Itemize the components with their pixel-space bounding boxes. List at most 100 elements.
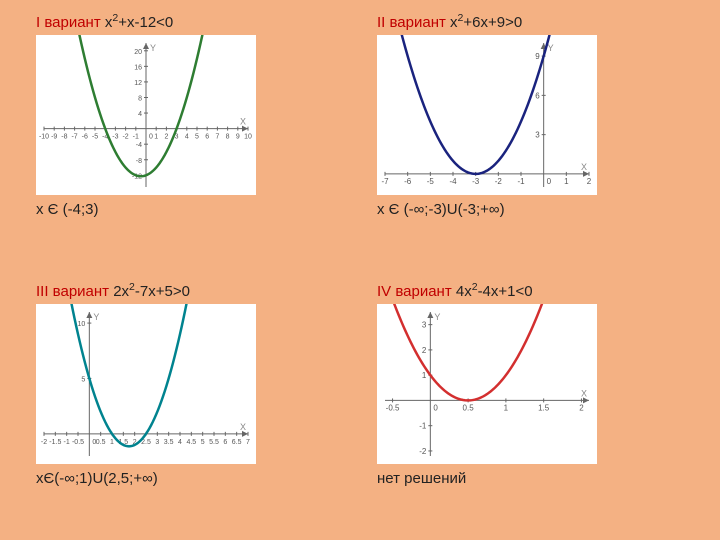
svg-text:3: 3 bbox=[422, 321, 427, 330]
svg-text:5: 5 bbox=[201, 439, 205, 446]
answer-1: x Є (-4;3) bbox=[36, 201, 343, 218]
svg-text:-8: -8 bbox=[136, 158, 142, 165]
svg-text:1: 1 bbox=[154, 134, 158, 141]
svg-text:-4: -4 bbox=[136, 142, 142, 149]
svg-text:16: 16 bbox=[134, 64, 142, 71]
chart-3: XY-2-1.5-1-0.50.511.522.533.544.555.566.… bbox=[36, 304, 256, 464]
cell-4: IV вариант 4x2-4x+1<0 X Y -0.5 0.5 1 1.5 2 -2 -1… bbox=[377, 281, 684, 528]
svg-text:4: 4 bbox=[185, 134, 189, 141]
svg-text:3: 3 bbox=[535, 131, 540, 140]
inequality: x2+6x+9>0 bbox=[450, 14, 522, 31]
svg-text:6: 6 bbox=[205, 134, 209, 141]
answer-2: x Є (-∞;-3)U(-3;+∞) bbox=[377, 201, 684, 218]
inequality: 2x2-7x+5>0 bbox=[113, 283, 190, 300]
svg-text:0: 0 bbox=[547, 177, 552, 186]
svg-text:4: 4 bbox=[138, 111, 142, 118]
svg-text:-5: -5 bbox=[427, 177, 435, 186]
svg-text:8: 8 bbox=[226, 134, 230, 141]
svg-text:10: 10 bbox=[78, 321, 86, 328]
cell-1: I вариант x2+x-12<0 XY-10-9-8-7-6-5-4-3-… bbox=[36, 12, 343, 259]
svg-text:-2: -2 bbox=[419, 447, 427, 456]
title-2: II вариант x2+6x+9>0 bbox=[377, 12, 684, 31]
svg-text:-5: -5 bbox=[92, 134, 98, 141]
title-3: III вариант 2x2-7x+5>0 bbox=[36, 281, 343, 300]
chart-1: XY-10-9-8-7-6-5-4-3-2-112345678910-12-8-… bbox=[36, 35, 256, 195]
svg-text:5.5: 5.5 bbox=[209, 439, 219, 446]
svg-text:20: 20 bbox=[134, 49, 142, 56]
svg-text:1: 1 bbox=[564, 177, 569, 186]
svg-text:Y: Y bbox=[150, 43, 156, 53]
svg-text:1: 1 bbox=[422, 371, 427, 380]
svg-text:0: 0 bbox=[149, 134, 153, 141]
svg-text:1: 1 bbox=[110, 439, 114, 446]
svg-text:-1: -1 bbox=[133, 134, 139, 141]
svg-text:-2: -2 bbox=[122, 134, 128, 141]
svg-text:2: 2 bbox=[587, 177, 592, 186]
title-4: IV вариант 4x2-4x+1<0 bbox=[377, 281, 684, 300]
svg-text:9: 9 bbox=[535, 52, 540, 61]
svg-text:-6: -6 bbox=[404, 177, 412, 186]
svg-text:6: 6 bbox=[535, 91, 540, 100]
svg-text:10: 10 bbox=[244, 134, 252, 141]
inequality: x2+x-12<0 bbox=[105, 14, 173, 31]
svg-text:2: 2 bbox=[422, 346, 427, 355]
svg-text:2: 2 bbox=[164, 134, 168, 141]
svg-text:-8: -8 bbox=[61, 134, 67, 141]
svg-text:-0.5: -0.5 bbox=[386, 403, 400, 412]
svg-text:Y: Y bbox=[548, 43, 554, 53]
svg-text:-7: -7 bbox=[71, 134, 77, 141]
svg-text:7: 7 bbox=[246, 439, 250, 446]
title-1: I вариант x2+x-12<0 bbox=[36, 12, 343, 31]
answer-4: нет решений bbox=[377, 470, 684, 487]
variant-label: I вариант bbox=[36, 14, 101, 31]
svg-text:0: 0 bbox=[92, 439, 96, 446]
svg-text:1: 1 bbox=[504, 403, 509, 412]
svg-text:8: 8 bbox=[138, 95, 142, 102]
svg-text:6: 6 bbox=[223, 439, 227, 446]
svg-text:-3: -3 bbox=[472, 177, 480, 186]
svg-text:2: 2 bbox=[579, 403, 584, 412]
svg-text:4: 4 bbox=[178, 439, 182, 446]
variant-label: IV вариант bbox=[377, 283, 452, 300]
svg-text:7: 7 bbox=[215, 134, 219, 141]
svg-text:-1.5: -1.5 bbox=[49, 439, 61, 446]
svg-text:Y: Y bbox=[434, 312, 440, 322]
cell-3: III вариант 2x2-7x+5>0 X Y -2-1.5-1-0.5 0.5… bbox=[36, 281, 343, 528]
svg-text:0.5: 0.5 bbox=[96, 439, 106, 446]
cell-2: II вариант x2+6x+9>0 X Y -7 -6 -5 -4 -3 -2 -1 1 2 3… bbox=[377, 12, 684, 259]
svg-text:-4: -4 bbox=[449, 177, 457, 186]
svg-text:-1: -1 bbox=[517, 177, 525, 186]
svg-text:-2: -2 bbox=[41, 439, 47, 446]
svg-text:5: 5 bbox=[81, 376, 85, 383]
svg-text:4.5: 4.5 bbox=[186, 439, 196, 446]
svg-text:-1: -1 bbox=[64, 439, 70, 446]
svg-text:Y: Y bbox=[93, 312, 99, 322]
svg-text:-0.5: -0.5 bbox=[72, 439, 84, 446]
svg-text:-6: -6 bbox=[82, 134, 88, 141]
svg-text:6.5: 6.5 bbox=[232, 439, 242, 446]
svg-text:3.5: 3.5 bbox=[164, 439, 174, 446]
svg-text:-1: -1 bbox=[419, 422, 427, 431]
chart-2: X Y -7 -6 -5 -4 -3 -2 -1 1 2 3 6 9 0 bbox=[377, 35, 597, 195]
svg-text:X: X bbox=[581, 162, 587, 172]
svg-text:5: 5 bbox=[195, 134, 199, 141]
inequality: 4x2-4x+1<0 bbox=[456, 283, 533, 300]
svg-text:-7: -7 bbox=[381, 177, 389, 186]
answer-3: xЄ(-∞;1)U(2,5;+∞) bbox=[36, 470, 343, 487]
svg-text:-3: -3 bbox=[112, 134, 118, 141]
svg-text:1.5: 1.5 bbox=[538, 403, 550, 412]
svg-text:-9: -9 bbox=[51, 134, 57, 141]
svg-text:0.5: 0.5 bbox=[463, 403, 475, 412]
svg-text:12: 12 bbox=[134, 80, 142, 87]
svg-text:0: 0 bbox=[433, 403, 438, 412]
svg-text:-2: -2 bbox=[495, 177, 503, 186]
svg-text:X: X bbox=[240, 422, 246, 432]
svg-text:X: X bbox=[581, 388, 587, 398]
svg-text:9: 9 bbox=[236, 134, 240, 141]
variant-label: II вариант bbox=[377, 14, 446, 31]
svg-text:X: X bbox=[240, 117, 246, 127]
chart-4: X Y -0.5 0.5 1 1.5 2 -2 -1 1 2 3 0 bbox=[377, 304, 597, 464]
svg-text:3: 3 bbox=[155, 439, 159, 446]
slide-grid: I вариант x2+x-12<0 XY-10-9-8-7-6-5-4-3-… bbox=[0, 0, 720, 540]
variant-label: III вариант bbox=[36, 283, 109, 300]
